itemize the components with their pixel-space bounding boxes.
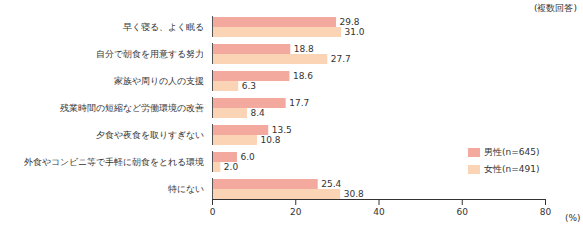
svg-text:家族や周りの人の支援: 家族や周りの人の支援 [114,76,204,86]
svg-text:10.8: 10.8 [260,135,280,145]
svg-text:自分で朝食を用意する努力: 自分で朝食を用意する努力 [96,49,204,59]
svg-text:夕食や夜食を取りすぎない: 夕食や夜食を取りすぎない [96,130,204,140]
svg-text:6.3: 6.3 [242,81,256,91]
svg-text:17.7: 17.7 [289,98,309,108]
svg-text:20: 20 [290,207,302,217]
svg-text:外食やコンビニ等で手軽に朝食をとれる環境: 外食やコンビニ等で手軽に朝食をとれる環境 [24,157,204,167]
svg-text:6.0: 6.0 [240,152,255,162]
svg-text:13.5: 13.5 [272,125,292,135]
svg-text:早く寝る、よく眠る: 早く寝る、よく眠る [123,22,204,32]
svg-text:(%): (%) [565,213,581,223]
svg-text:30.8: 30.8 [344,189,364,199]
svg-text:残業時間の短縮など労働環境の改善: 残業時間の短縮など労働環境の改善 [60,103,204,113]
svg-text:80: 80 [540,207,552,217]
svg-text:18.8: 18.8 [294,44,314,54]
html-text:(複数回答): (複数回答) [534,3,577,13]
svg-text:27.7: 27.7 [331,54,351,64]
svg-text:18.6: 18.6 [293,71,313,81]
html-text:女性(n=491): 女性(n=491) [484,164,540,174]
svg-text:29.8: 29.8 [340,17,360,27]
html-text:男性(n=645): 男性(n=645) [484,147,540,157]
svg-text:2.0: 2.0 [224,162,239,172]
svg-text:40: 40 [373,207,385,217]
svg-text:特にない: 特にない [168,184,204,194]
svg-text:25.4: 25.4 [321,179,341,189]
svg-text:60: 60 [457,207,469,217]
svg-text:31.0: 31.0 [345,27,365,37]
svg-text:0: 0 [210,207,216,217]
svg-text:8.4: 8.4 [250,108,265,118]
